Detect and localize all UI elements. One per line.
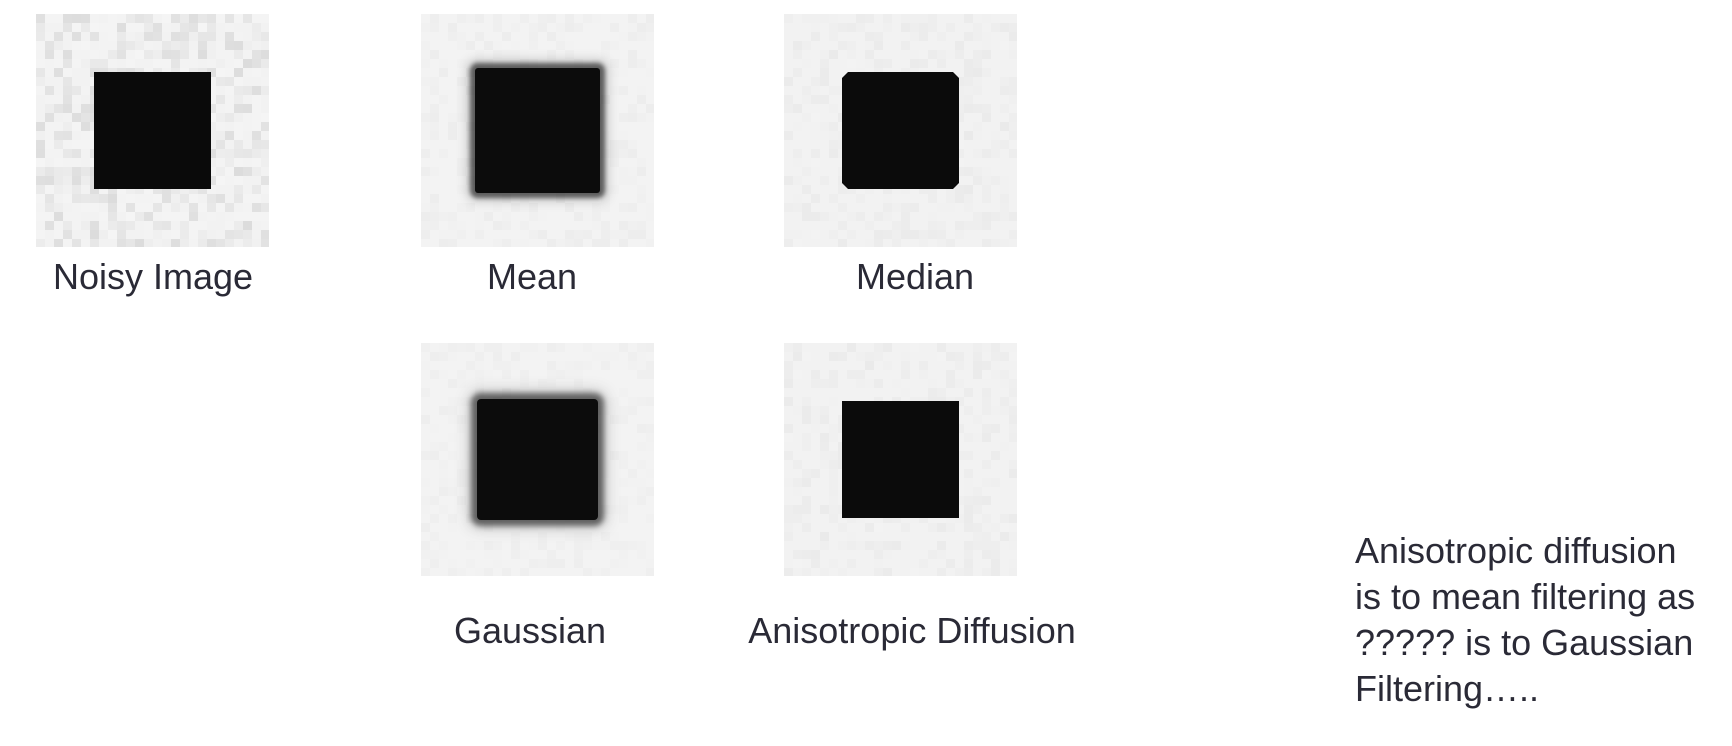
noisy-image <box>36 14 269 247</box>
note-line: ????? is to Gaussian <box>1355 622 1694 663</box>
black-square <box>94 72 211 189</box>
anisotropic-diffusion-image <box>784 343 1017 576</box>
note-line: Filtering….. <box>1355 668 1540 709</box>
caption-mean: Mean <box>486 256 578 297</box>
note-line: Anisotropic diffusion <box>1355 530 1677 571</box>
gaussian-filtered-image <box>421 343 654 576</box>
noise-texture <box>36 14 269 247</box>
median-filtered-image <box>784 14 1017 247</box>
mean-filtered-image <box>421 14 654 247</box>
caption-noisy-image: Noisy Image <box>52 256 254 297</box>
black-square <box>842 72 959 189</box>
black-square <box>842 401 959 518</box>
blurred-black-square <box>477 399 598 520</box>
note-line: is to mean filtering as <box>1355 576 1696 617</box>
analogy-note: Anisotropic diffusion is to mean filteri… <box>1355 528 1727 712</box>
caption-gaussian: Gaussian <box>453 610 607 651</box>
caption-anisotropic-diffusion: Anisotropic Diffusion <box>748 610 1076 651</box>
blurred-black-square <box>475 68 600 193</box>
caption-median: Median <box>855 256 975 297</box>
